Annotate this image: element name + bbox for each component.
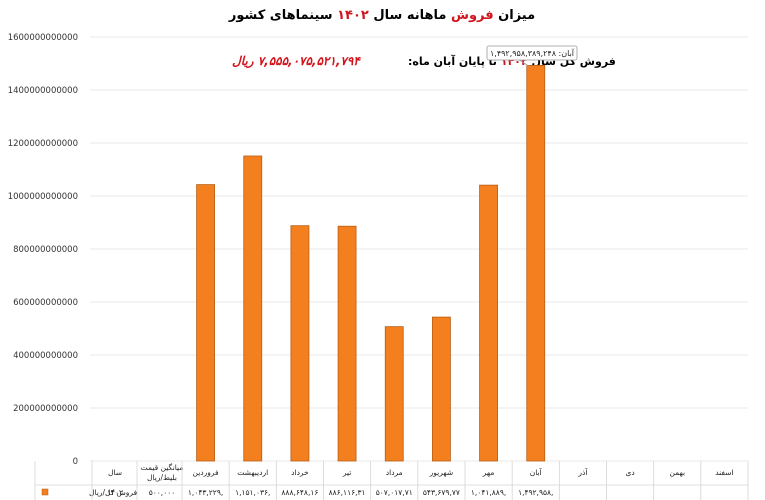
y-tick-label: 800000000000 [13, 245, 78, 255]
bar-2 [243, 155, 263, 462]
table-month-header: مهر [482, 468, 495, 477]
data-table: سال میانگین قیمت بلیط/ریال فروش کل/ریال … [34, 461, 749, 500]
table-month-header: خرداد [291, 468, 309, 477]
table-month-header: مرداد [386, 468, 403, 477]
table-month-value: ۸۸۶,۱۱۶,۳۱ [329, 488, 366, 497]
table-month-header: فروردین [193, 468, 220, 477]
bar-5 [384, 326, 404, 462]
table-month-value: ۵۰۷,۰۱۷,۷۱ [376, 488, 413, 497]
callout-box [486, 45, 578, 61]
table-month-header: تیر [342, 468, 352, 477]
y-tick-label: 600000000000 [13, 298, 78, 308]
table-month-header: شهریور [429, 468, 453, 477]
title-year: ۱۴۰۲ [337, 8, 369, 23]
table-month-header: دی [625, 468, 634, 477]
table-month-value: ۱,۰۴۱,۸۸۹, [471, 488, 506, 497]
table-price-value: ۵۰۰,۰۰۰ [149, 488, 176, 497]
table-month-value: ۱,۴۹۲,۹۵۸, [518, 488, 553, 497]
y-axis-ticks: 0 200000000000 400000000000 600000000000 800… [8, 33, 78, 467]
callout-text: آبان: ۱,۴۹۲,۹۵۸,۳۸۹,۲۴۸ [490, 48, 575, 58]
y-tick-label: 1200000000000 [8, 139, 78, 149]
gridlines [90, 36, 748, 462]
table-month-value: ۱,۰۴۳,۲۲۹, [188, 488, 223, 497]
y-tick-label: 200000000000 [13, 404, 78, 414]
total-sales-value: ۷,۵۵۵,۰۷۵,۵۲۱,۷۹۴ ریال [232, 54, 361, 69]
y-tick-label: 0 [73, 457, 78, 467]
y-tick-label: 400000000000 [13, 351, 78, 361]
table-month-header: اسفند [715, 468, 733, 477]
table-year-value: ۱۴۰۲ [107, 488, 123, 497]
y-tick-label: 1400000000000 [8, 86, 78, 96]
table-header-price-line1: میانگین قیمت [141, 463, 184, 472]
bar-7 [479, 184, 498, 462]
y-tick-label: 1000000000000 [8, 192, 78, 202]
table-header-price-line2: بلیط/ریال [147, 473, 177, 482]
table-header-year: سال [108, 468, 122, 477]
bar-3 [290, 225, 310, 462]
chart-title: میزان فروش ماهانه سال ۱۴۰۲ سینماهای کشور [228, 8, 535, 23]
table-month-value: ۵۴۳,۶۷۹,۷۷ [423, 488, 460, 497]
aban-callout: آبان: ۱,۴۹۲,۹۵۸,۳۸۹,۲۴۸ [486, 45, 578, 68]
bars [196, 64, 546, 462]
legend-label: فروش کل/ریال [89, 488, 138, 497]
table-month-header: آذر [577, 467, 588, 477]
table-month-value: ۱,۱۵۱,۰۳۶, [235, 488, 270, 497]
table-month-header: بهمن [669, 468, 685, 477]
table-month-value: ۸۸۸,۶۴۸,۱۶ [281, 488, 318, 497]
legend-swatch [41, 488, 49, 496]
bar-8 [526, 64, 546, 462]
bar-4 [337, 225, 357, 462]
y-tick-label: 1600000000000 [8, 33, 78, 43]
bar-6 [432, 316, 451, 462]
bar-1 [196, 184, 215, 462]
table-month-header: اردیبهشت [237, 468, 268, 477]
table-month-header: آبان [530, 467, 543, 477]
title-highlight: فروش [451, 8, 494, 23]
